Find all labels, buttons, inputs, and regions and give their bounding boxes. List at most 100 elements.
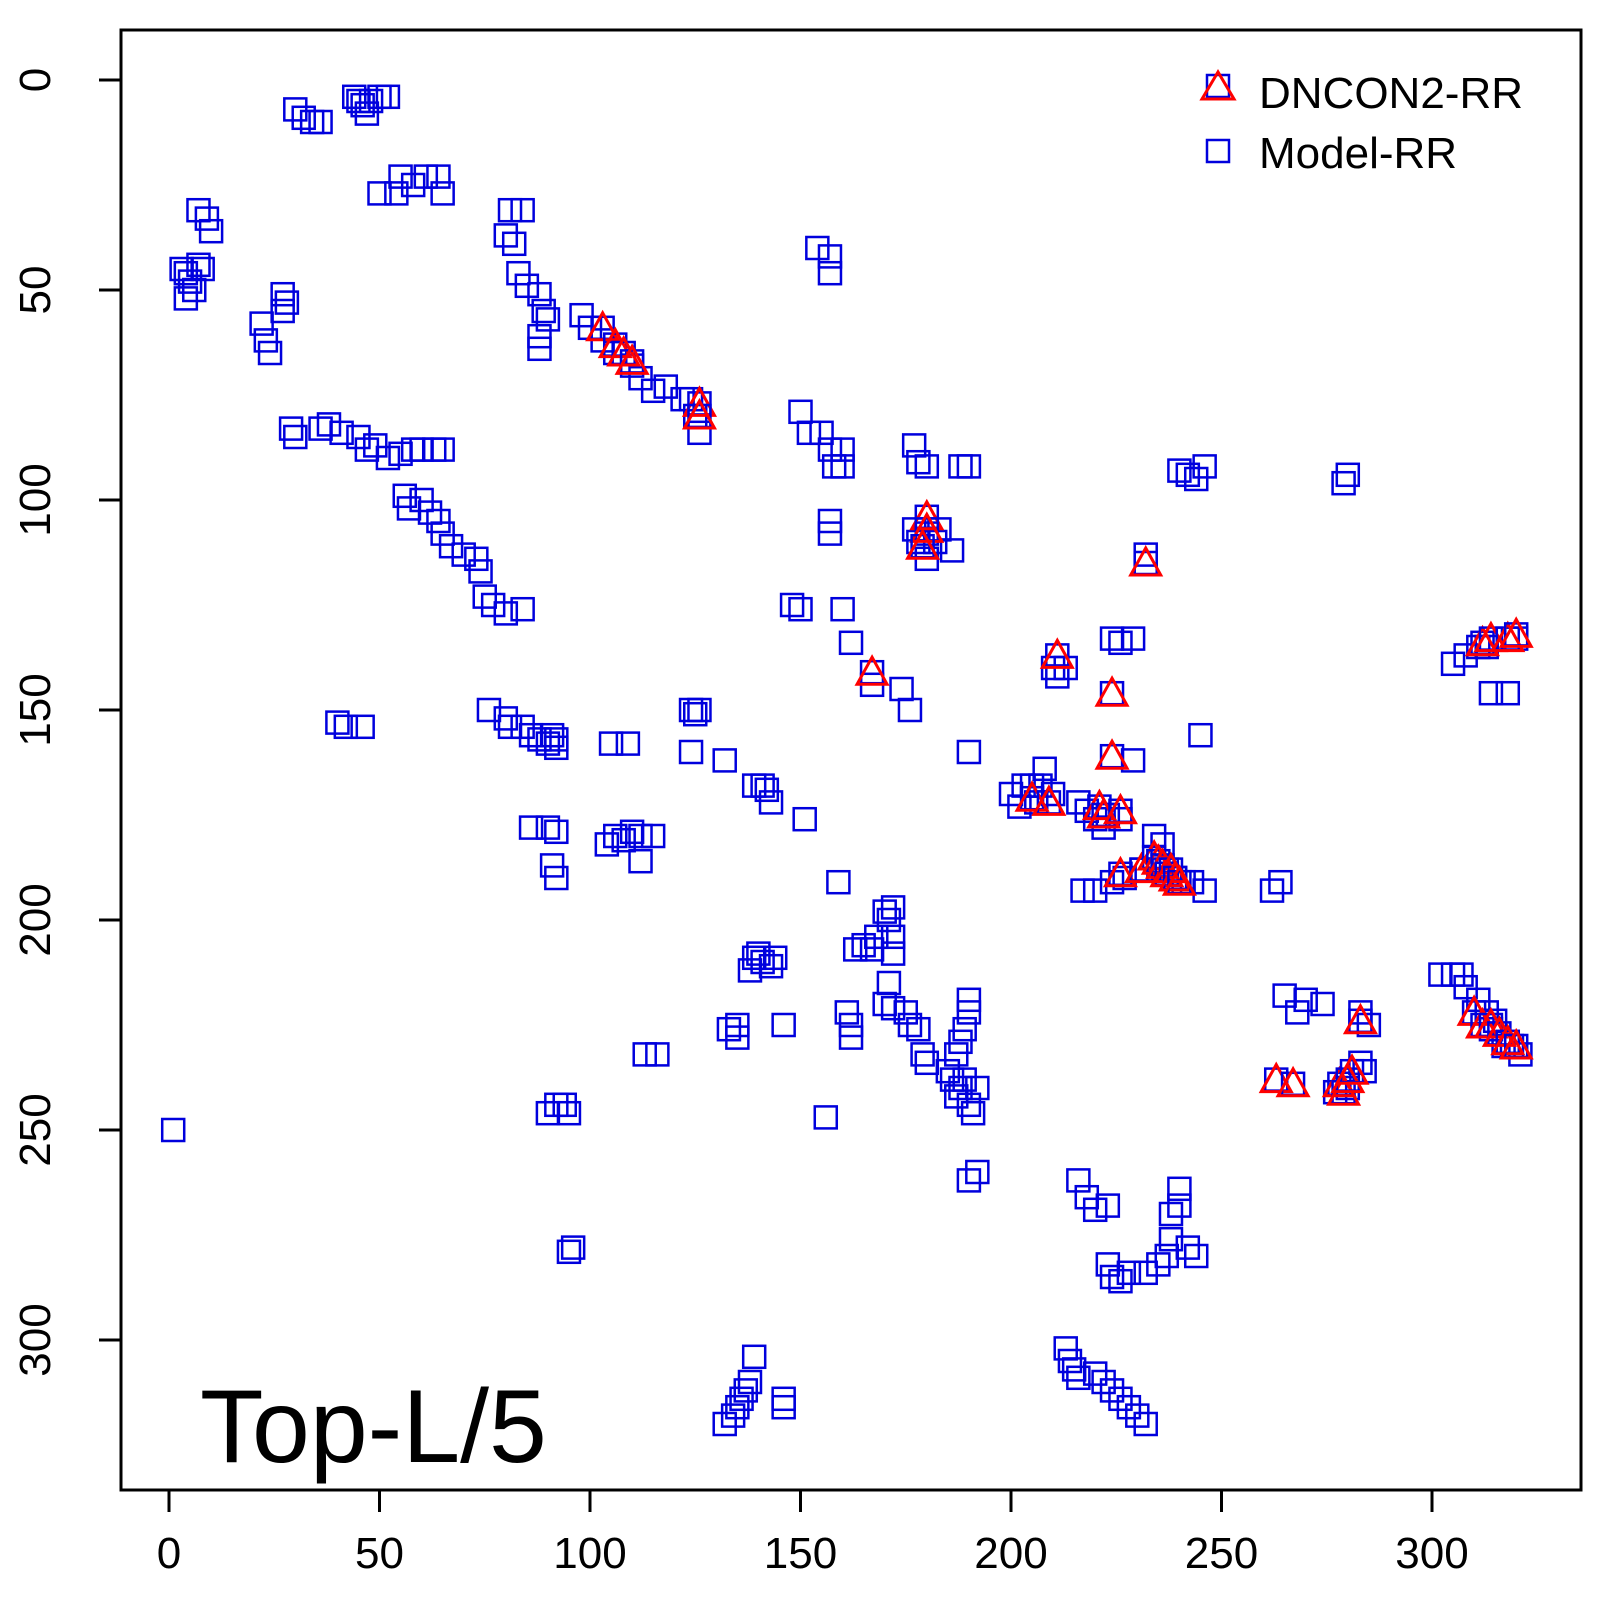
dncon2-rr-point <box>1490 1023 1526 1056</box>
model-rr-point <box>632 1042 657 1067</box>
model-rr-point <box>527 281 552 307</box>
model-rr-point <box>539 853 565 878</box>
model-rr-point <box>325 710 350 735</box>
model-rr-point <box>527 336 552 362</box>
model-rr-point <box>1133 1411 1158 1437</box>
model-rr-point <box>897 1012 923 1038</box>
model-rr-point <box>291 105 316 131</box>
model-rr-point <box>350 714 375 740</box>
model-rr-point <box>544 865 569 891</box>
model-rr-point <box>1167 1176 1192 1202</box>
dncon2-rr-point <box>1039 637 1075 669</box>
model-rr-point <box>527 727 552 752</box>
model-rr-point <box>514 273 540 299</box>
x-tick-label: 0 <box>157 1529 181 1578</box>
dncon2-rr-point <box>1094 675 1130 707</box>
model-rr-point <box>948 1029 973 1055</box>
model-rr-point <box>842 937 868 962</box>
model-rr-point <box>1356 1012 1382 1038</box>
model-rr-point <box>628 823 653 849</box>
model-rr-point <box>430 437 455 462</box>
model-rr-point <box>539 722 565 748</box>
model-rr-point <box>333 714 359 740</box>
model-rr-point <box>771 1012 796 1038</box>
model-rr-point <box>880 924 906 950</box>
model-rr-point <box>683 701 708 727</box>
model-rr-point <box>1167 458 1192 483</box>
model-rr-point <box>501 231 527 257</box>
model-rr-point <box>346 424 371 450</box>
model-rr-point <box>880 995 906 1021</box>
model-rr-point <box>678 739 704 765</box>
model-rr-point <box>560 1235 586 1260</box>
model-rr-point <box>354 101 380 126</box>
model-rr-point <box>880 895 906 920</box>
y-tick-label: 0 <box>11 68 60 92</box>
model-rr-point <box>274 290 300 315</box>
model-rr-point <box>350 92 375 118</box>
model-rr-point <box>906 1016 931 1042</box>
model-rr-point <box>720 1403 746 1428</box>
model-rr-point <box>725 1025 750 1050</box>
model-rr-point <box>257 340 283 366</box>
model-rr-point <box>788 596 813 622</box>
dncon2-rr-point <box>1102 855 1139 888</box>
x-tick-label: 50 <box>355 1529 404 1578</box>
model-rr-point <box>792 806 817 832</box>
model-rr-point <box>712 1411 737 1437</box>
model-rr-point <box>510 596 535 622</box>
model-rr-point <box>253 328 279 353</box>
model-rr-point <box>712 748 737 773</box>
dncon2-rr-point <box>1128 544 1164 577</box>
legend-marker-model-square <box>1205 138 1231 164</box>
model-rr-point <box>169 256 194 282</box>
model-rr-point <box>1146 1252 1171 1277</box>
model-rr-point <box>628 365 653 391</box>
model-rr-point <box>535 731 561 756</box>
model-rr-point <box>910 1042 935 1067</box>
model-rr-point <box>897 697 923 723</box>
model-rr-point <box>535 307 561 332</box>
legend-marker-dncon-triangle <box>1199 69 1237 101</box>
model-rr-point <box>1188 722 1213 748</box>
dncon2-rr-series <box>585 309 1534 1106</box>
model-rr-point <box>817 244 843 269</box>
model-rr-point <box>906 449 931 475</box>
model-rr-point <box>1285 1000 1310 1025</box>
dncon2-rr-point <box>905 528 941 560</box>
model-rr-point <box>430 181 455 206</box>
dncon2-rr-point <box>1342 1002 1378 1035</box>
model-rr-point <box>1091 1369 1116 1395</box>
model-rr-point <box>186 197 211 223</box>
model-rr-point <box>308 109 333 135</box>
model-rr-point <box>1167 1193 1192 1218</box>
model-rr-point <box>965 1075 990 1101</box>
model-rr-point <box>186 252 211 278</box>
model-rr-point <box>939 538 965 563</box>
model-rr-point <box>1192 454 1217 479</box>
model-rr-point <box>948 1075 973 1101</box>
model-rr-point <box>830 596 855 622</box>
model-rr-point <box>851 932 876 958</box>
model-rr-point <box>464 546 489 572</box>
model-rr-point <box>762 945 788 971</box>
legend: DNCON2-RR Model-RR <box>1199 69 1523 178</box>
model-rr-point <box>653 374 679 399</box>
model-rr-point <box>316 412 342 437</box>
model-rr-point <box>838 1012 864 1038</box>
dncon2-rr-point <box>681 385 718 417</box>
x-tick-label: 100 <box>553 1529 626 1578</box>
dncon2-rr-point <box>1102 792 1139 825</box>
model-rr-point <box>426 508 451 534</box>
model-rr-point <box>480 592 506 618</box>
model-rr-point <box>1108 1268 1133 1294</box>
model-rr-point <box>1099 1378 1125 1403</box>
model-rr-point <box>729 1386 754 1412</box>
model-rr-point <box>173 286 199 311</box>
x-tick-label: 300 <box>1395 1529 1468 1578</box>
model-rr-point <box>817 521 843 546</box>
model-rr-point <box>544 735 569 761</box>
model-rr-point <box>493 223 519 248</box>
model-rr-point <box>611 827 636 853</box>
x-tick-label: 200 <box>974 1529 1047 1578</box>
